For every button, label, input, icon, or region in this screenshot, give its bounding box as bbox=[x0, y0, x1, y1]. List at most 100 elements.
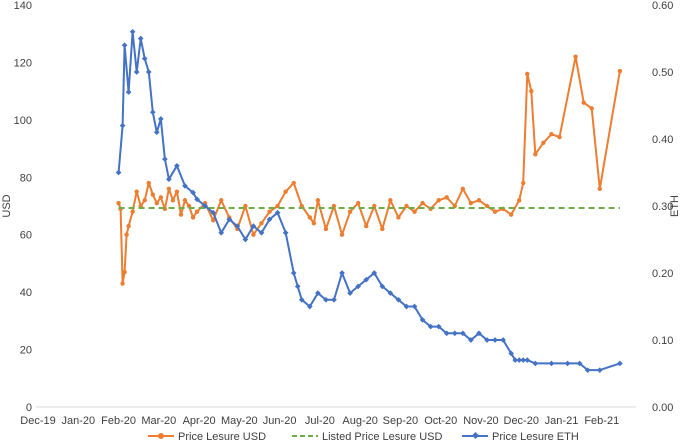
series-point-2 bbox=[419, 317, 426, 323]
series-point-2 bbox=[520, 357, 527, 363]
x-tick-label: Mar-20 bbox=[141, 415, 176, 427]
x-tick-label: Jul-20 bbox=[305, 415, 335, 427]
series-point-2 bbox=[145, 69, 152, 75]
series-point-2 bbox=[226, 216, 233, 223]
series-point-2 bbox=[202, 203, 208, 209]
series-point-0 bbox=[307, 215, 313, 220]
series-point-0 bbox=[508, 212, 514, 217]
series-point-0 bbox=[120, 281, 125, 286]
series-point-0 bbox=[388, 198, 393, 203]
series-point-0 bbox=[444, 195, 449, 200]
series-point-2 bbox=[121, 42, 128, 49]
series-point-0 bbox=[158, 195, 164, 200]
x-tick-label: Oct-20 bbox=[424, 415, 457, 427]
legend-marker-2 bbox=[471, 431, 480, 440]
series-point-2 bbox=[125, 89, 132, 95]
series-point-2 bbox=[274, 209, 281, 216]
series-point-2 bbox=[468, 337, 474, 343]
series-point-2 bbox=[149, 109, 156, 116]
series-point-2 bbox=[129, 28, 136, 35]
series-point-0 bbox=[396, 215, 401, 220]
series-point-2 bbox=[435, 323, 442, 330]
y-left-tick-label: 40 bbox=[20, 287, 32, 299]
series-point-0 bbox=[146, 180, 151, 186]
series-point-0 bbox=[150, 192, 155, 197]
series-point-2 bbox=[190, 189, 196, 196]
y-right-tick-label: 0.10 bbox=[652, 335, 673, 347]
series-point-2 bbox=[250, 223, 257, 229]
series-point-2 bbox=[158, 116, 164, 122]
legend-label-0: Price Lesure USD bbox=[178, 431, 266, 443]
series-point-0 bbox=[557, 134, 562, 140]
series-point-2 bbox=[584, 367, 591, 373]
series-point-0 bbox=[174, 189, 180, 194]
series-point-0 bbox=[460, 186, 466, 191]
legend-label-2: Price Lesure ETH bbox=[492, 431, 579, 443]
series-point-2 bbox=[242, 236, 249, 243]
series-point-2 bbox=[339, 270, 345, 276]
series-point-0 bbox=[436, 198, 441, 203]
series-point-2 bbox=[508, 350, 514, 357]
series-point-2 bbox=[162, 156, 168, 162]
series-point-2 bbox=[194, 196, 200, 203]
x-tick-label: Apr-20 bbox=[183, 415, 216, 427]
series-point-2 bbox=[298, 296, 305, 303]
x-tick-label: Nov-20 bbox=[463, 415, 498, 427]
axes-layer: 0 20 40 60 80 100 120 140 0.00 0.10 0.20 0.30 0.40 0.… bbox=[14, 0, 674, 427]
y-right-tick-label: 0.30 bbox=[652, 201, 673, 213]
series-point-0 bbox=[142, 198, 147, 203]
series-point-0 bbox=[581, 100, 586, 105]
series-point-0 bbox=[170, 198, 176, 203]
series-point-2 bbox=[166, 176, 172, 183]
y-left-tick-label: 20 bbox=[20, 345, 32, 357]
series-point-2 bbox=[294, 283, 301, 290]
y-left-tick-label: 120 bbox=[14, 57, 32, 69]
series-point-2 bbox=[460, 330, 466, 337]
x-tick-label: Feb-20 bbox=[101, 415, 136, 427]
series-point-2 bbox=[141, 55, 148, 62]
series-point-0 bbox=[549, 132, 554, 137]
series-point-2 bbox=[427, 323, 434, 330]
series-point-2 bbox=[347, 290, 353, 296]
series-point-0 bbox=[291, 180, 296, 186]
series-point-0 bbox=[124, 232, 129, 237]
series-point-0 bbox=[484, 203, 490, 209]
series-point-0 bbox=[323, 226, 329, 232]
series-point-2 bbox=[210, 209, 217, 216]
series-point-2 bbox=[290, 270, 297, 276]
x-tick-label: Jun-20 bbox=[263, 415, 297, 427]
series-point-2 bbox=[174, 162, 180, 169]
series-point-2 bbox=[443, 330, 450, 337]
series-point-2 bbox=[476, 330, 482, 337]
series-point-2 bbox=[516, 357, 523, 363]
x-tick-label: Dec-19 bbox=[20, 415, 55, 427]
y-right-tick-label: 0.50 bbox=[652, 67, 673, 79]
series-point-2 bbox=[323, 296, 329, 303]
series-point-0 bbox=[154, 200, 160, 206]
series-point-2 bbox=[153, 129, 160, 136]
series-point-2 bbox=[182, 183, 188, 189]
y-left-tick-label: 140 bbox=[14, 0, 32, 12]
series-point-0 bbox=[190, 215, 196, 220]
series-point-2 bbox=[395, 296, 402, 303]
series-point-2 bbox=[524, 357, 531, 363]
series-point-2 bbox=[115, 169, 122, 176]
x-tick-label: Feb-21 bbox=[584, 415, 619, 427]
series-point-0 bbox=[517, 198, 522, 203]
series-point-2 bbox=[282, 229, 289, 236]
series-point-2 bbox=[564, 360, 571, 367]
y-right-tick-label: 0.00 bbox=[652, 402, 673, 414]
series-point-0 bbox=[130, 209, 135, 214]
series-layer bbox=[115, 28, 623, 373]
series-point-2 bbox=[133, 69, 140, 75]
series-point-0 bbox=[126, 223, 131, 229]
series-point-0 bbox=[134, 189, 139, 194]
series-point-2 bbox=[315, 290, 321, 296]
series-line-2 bbox=[117, 30, 621, 372]
series-point-0 bbox=[521, 180, 526, 186]
series-point-2 bbox=[451, 330, 458, 337]
x-tick-label: Jan-20 bbox=[61, 415, 95, 427]
x-tick-label: Dec-20 bbox=[504, 415, 539, 427]
series-point-2 bbox=[258, 229, 265, 236]
